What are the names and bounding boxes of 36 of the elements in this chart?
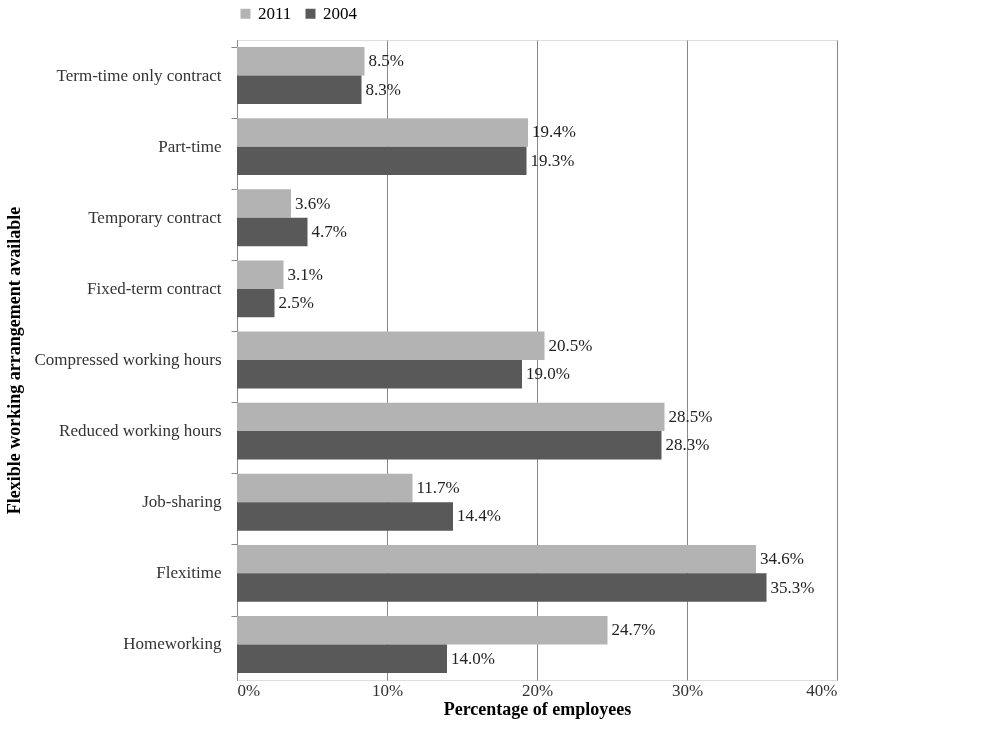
data-label: 19.4%: [532, 122, 576, 142]
data-label: 20.5%: [548, 335, 593, 355]
x-tick-label: 30%: [671, 680, 704, 700]
y-axis-title: Flexible working arrangement available: [3, 206, 24, 515]
data-label: 28.3%: [665, 435, 710, 455]
y-tick-label: Term-time only contract: [56, 65, 222, 85]
data-label: 34.6%: [760, 549, 804, 569]
data-label: 4.7%: [311, 222, 347, 241]
data-label: 19.3%: [530, 150, 575, 170]
data-label: 8.3%: [365, 79, 401, 99]
legend-label: 2004: [323, 3, 358, 23]
y-tick-label: Reduced working hours: [59, 421, 222, 441]
y-tick-label: Flexitime: [156, 563, 222, 583]
y-tick-label: Homeworking: [123, 634, 222, 654]
x-tick-label: 40%: [806, 680, 838, 700]
x-tick-label: 0%: [237, 680, 261, 700]
data-label: 3.6%: [295, 193, 331, 213]
y-tick-label: Job-sharing: [142, 492, 222, 512]
y-tick-label: Part-time: [158, 136, 222, 156]
x-axis-title: Percentage of employees: [443, 698, 632, 719]
data-label: 3.1%: [287, 264, 323, 284]
y-tick-label: Fixed-term contract: [86, 278, 222, 298]
x-tick-label: 20%: [521, 680, 554, 700]
data-label: 14.0%: [451, 648, 495, 668]
data-label: 19.0%: [526, 364, 570, 384]
legend-label: 2011: [258, 3, 292, 23]
data-label: 28.5%: [668, 406, 713, 426]
x-tick-label: 10%: [371, 680, 404, 700]
data-label: 35.3%: [770, 577, 815, 597]
data-label: 8.5%: [368, 51, 404, 71]
data-label: 24.7%: [611, 620, 656, 640]
y-tick-label: Compressed working hours: [34, 350, 222, 369]
data-label: 2.5%: [278, 293, 314, 313]
data-label: 11.7%: [416, 478, 460, 497]
y-tick-label: Temporary contract: [88, 207, 222, 227]
data-label: 14.4%: [457, 506, 501, 526]
